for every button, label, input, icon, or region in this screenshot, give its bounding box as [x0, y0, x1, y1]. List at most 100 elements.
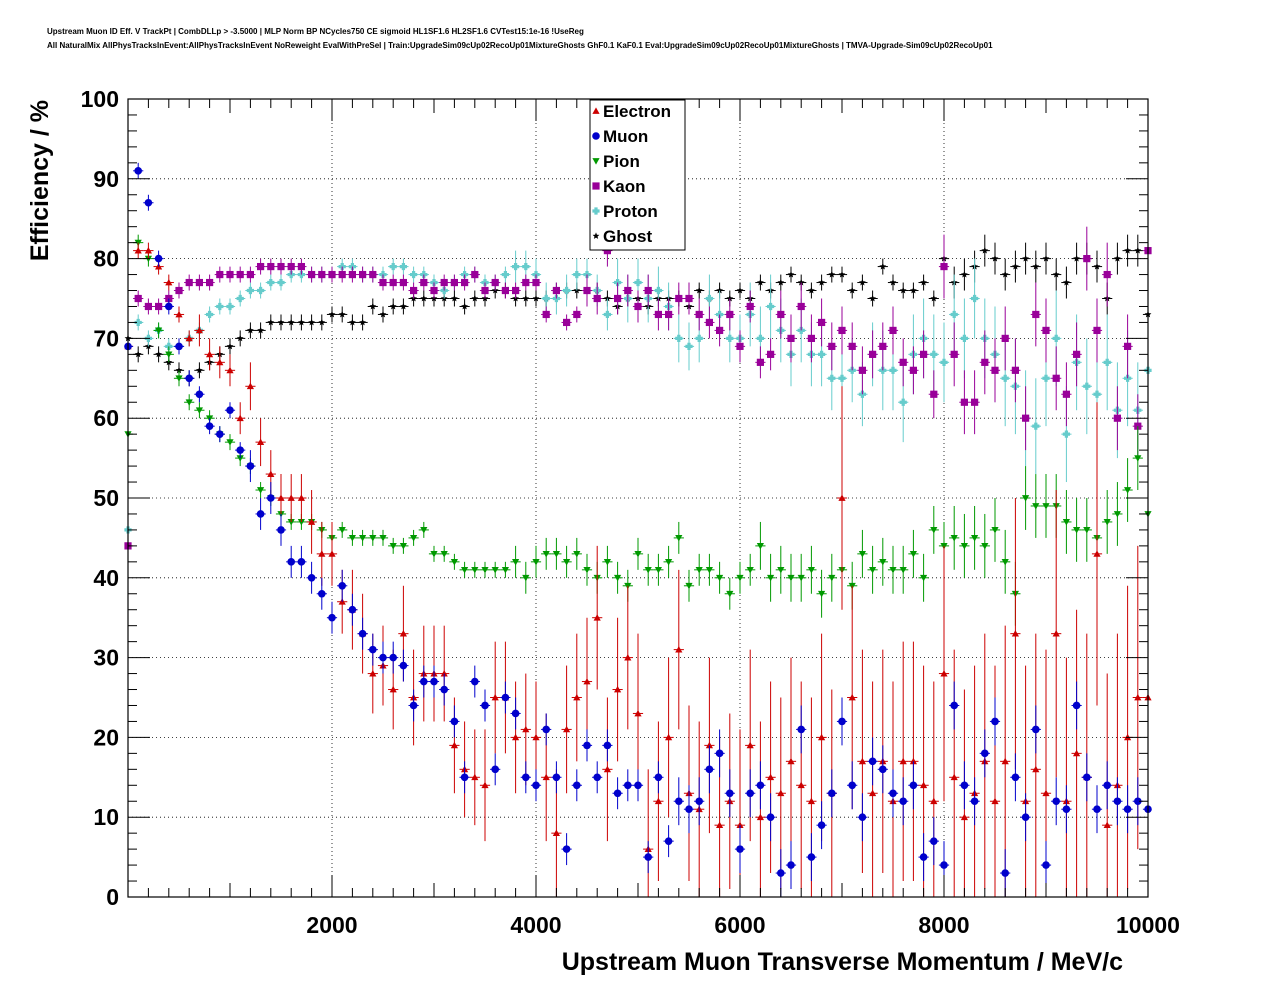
- data-point: [216, 358, 224, 366]
- data-point: [675, 334, 683, 342]
- data-point: [685, 805, 693, 814]
- data-point: [1073, 749, 1081, 757]
- data-point: [1062, 805, 1071, 814]
- data-point: [369, 669, 377, 677]
- data-point: [318, 318, 326, 326]
- data-point: [277, 494, 285, 501]
- data-point: [195, 407, 203, 414]
- data-point: [705, 765, 714, 774]
- data-point: [654, 773, 663, 782]
- data-point: [359, 270, 367, 279]
- data-point: [440, 685, 449, 694]
- data-point: [634, 781, 642, 790]
- data-point: [511, 262, 520, 271]
- data-point: [614, 294, 622, 303]
- data-point: [359, 318, 367, 326]
- data-point: [287, 519, 295, 526]
- legend-marker-proton: [592, 207, 600, 215]
- data-point: [410, 286, 418, 295]
- data-point: [399, 661, 408, 670]
- data-point: [726, 310, 734, 319]
- data-point: [899, 797, 907, 806]
- data-point: [1073, 527, 1081, 534]
- data-point: [512, 286, 520, 295]
- data-point: [165, 351, 173, 358]
- data-point: [236, 270, 244, 279]
- data-point: [716, 286, 724, 294]
- data-point: [930, 294, 938, 302]
- data-point: [838, 374, 846, 382]
- data-point: [134, 247, 142, 254]
- data-point: [297, 262, 305, 271]
- data-point: [155, 350, 163, 358]
- data-point: [644, 566, 652, 574]
- data-point: [858, 278, 866, 286]
- data-point: [1001, 869, 1009, 877]
- data-point: [858, 550, 866, 558]
- data-point: [195, 366, 203, 374]
- data-point: [206, 350, 214, 358]
- data-point: [665, 733, 673, 741]
- data-point: [1001, 374, 1009, 382]
- y-tick-label: 70: [93, 325, 119, 351]
- data-point: [736, 286, 744, 294]
- data-point: [828, 270, 836, 278]
- legend-marker-electron: [592, 107, 600, 114]
- data-point: [940, 669, 948, 677]
- data-point: [593, 614, 601, 621]
- data-point: [920, 781, 928, 789]
- x-tick-label: 10000: [1116, 912, 1180, 938]
- data-point: [899, 566, 907, 574]
- data-point: [1001, 558, 1009, 566]
- data-point: [522, 725, 530, 733]
- data-point: [797, 574, 805, 582]
- data-point: [226, 342, 234, 350]
- data-point: [257, 326, 265, 334]
- data-point: [155, 327, 163, 335]
- data-point: [603, 765, 611, 773]
- data-point: [685, 342, 693, 350]
- data-point: [675, 646, 683, 653]
- data-point: [1083, 255, 1091, 263]
- data-point: [1042, 255, 1050, 262]
- data-point: [175, 366, 183, 374]
- data-point: [695, 310, 703, 319]
- data-point: [807, 286, 815, 294]
- data-point: [287, 318, 295, 326]
- data-point: [787, 861, 795, 869]
- data-point: [379, 278, 387, 287]
- data-point: [756, 334, 764, 342]
- data-point: [481, 701, 489, 710]
- data-point: [532, 781, 540, 790]
- data-point: [165, 302, 173, 311]
- data-point: [1093, 262, 1101, 270]
- data-point: [991, 717, 999, 726]
- data-point: [940, 262, 948, 271]
- data-point: [950, 350, 958, 358]
- data-point: [389, 302, 397, 310]
- data-point: [348, 270, 356, 279]
- data-point: [389, 685, 397, 693]
- data-point: [144, 198, 153, 207]
- data-point: [491, 278, 499, 287]
- data-point: [236, 294, 244, 303]
- y-tick-label: 80: [93, 246, 119, 272]
- data-point: [848, 286, 856, 294]
- data-point: [522, 773, 530, 782]
- data-point: [767, 302, 775, 311]
- data-point: [236, 414, 244, 422]
- data-point: [665, 558, 673, 566]
- data-point: [287, 558, 296, 566]
- data-point: [1052, 797, 1060, 806]
- data-point: [797, 302, 805, 311]
- data-point: [501, 286, 509, 295]
- y-tick-label: 30: [93, 645, 119, 671]
- data-point: [573, 550, 581, 558]
- axes: 2000 4000 6000 8000 10000 0 10 20 30 40 50 60 70 80 90…: [81, 86, 1180, 938]
- data-point: [940, 358, 948, 366]
- data-point: [359, 535, 367, 542]
- data-point: [889, 366, 897, 374]
- data-point: [736, 342, 744, 350]
- data-point: [287, 262, 295, 271]
- data-point: [818, 318, 826, 327]
